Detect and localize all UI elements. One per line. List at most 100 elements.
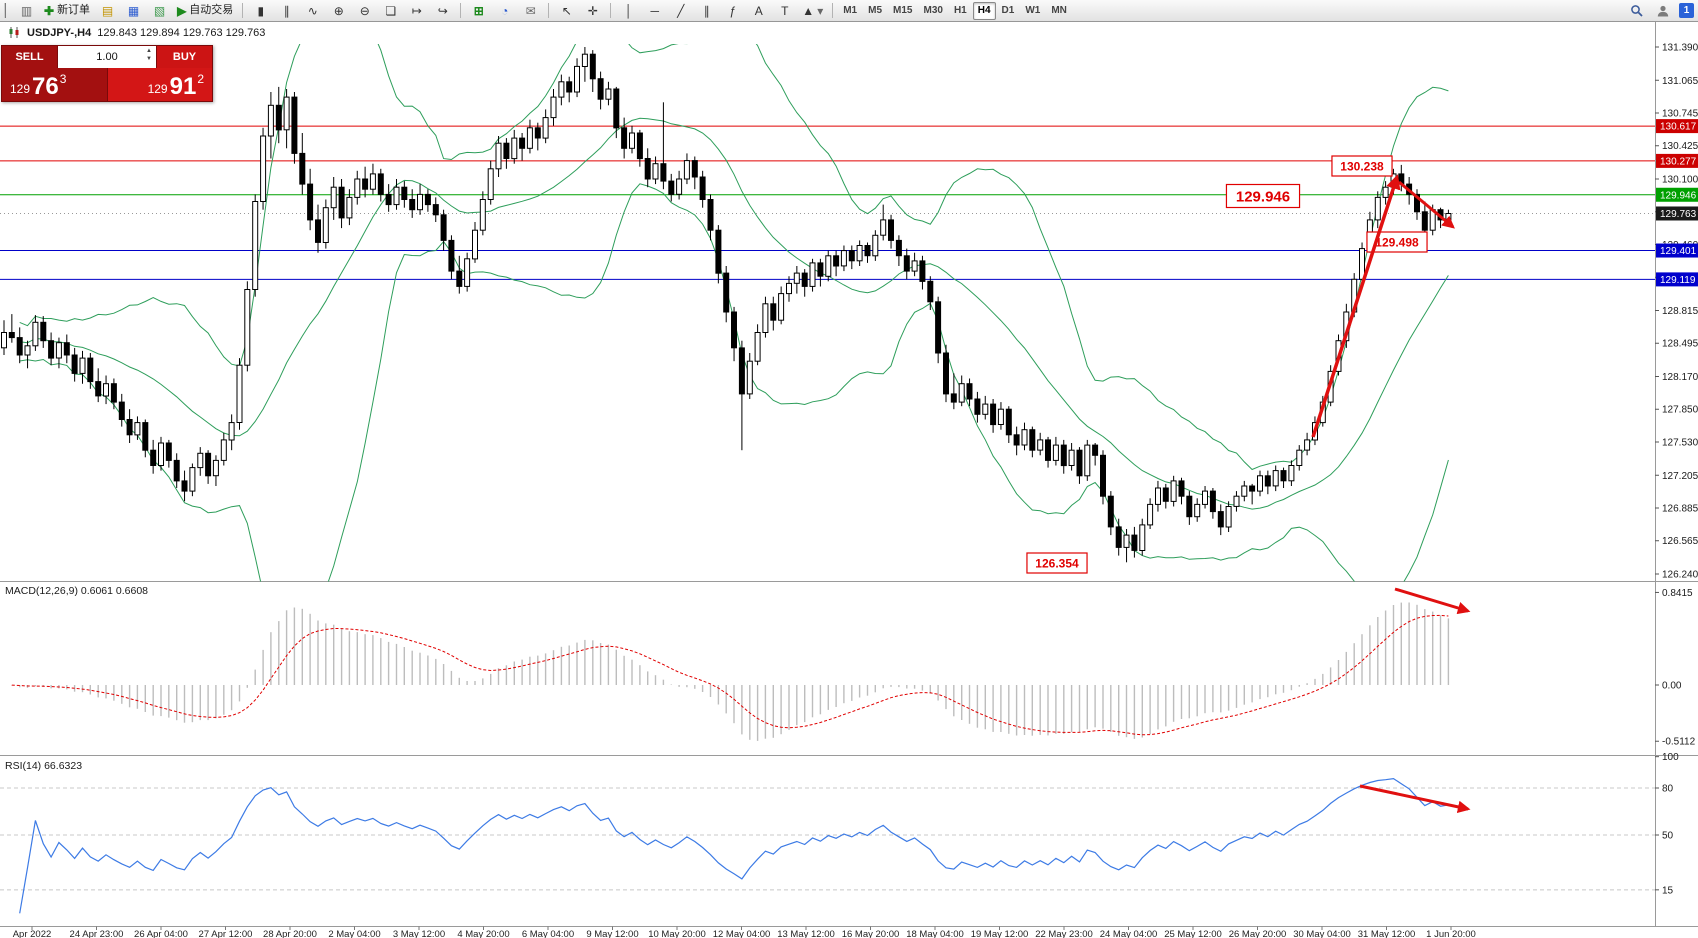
svg-text:130.100: 130.100 [1662, 175, 1698, 186]
chart-annotation[interactable]: 129.946 [1225, 183, 1301, 209]
svg-text:130.425: 130.425 [1662, 141, 1698, 152]
tile-windows-icon[interactable]: ❏ [385, 3, 397, 18]
candles-chart-icon[interactable]: ▮ [257, 3, 265, 18]
timeframe-buttons: M1 M5 M15 M30 H1 H4 D1 W1 MN [838, 1, 1072, 20]
notification-badge[interactable]: 1 [1679, 3, 1694, 18]
toolbar-separator [460, 3, 462, 18]
zoom-in-icon[interactable]: ⊕ [333, 3, 344, 18]
sell-button[interactable]: SELL [2, 46, 58, 68]
vertical-line-icon[interactable]: │ [625, 3, 633, 18]
price-axis[interactable]: 131.390 131.065 130.745 130.425 130.100 129.7… [1655, 43, 1698, 897]
periods-icon[interactable]: ◔ [501, 3, 509, 18]
cursor-icon[interactable]: ↖ [561, 3, 572, 18]
svg-text:126.565: 126.565 [1662, 536, 1698, 547]
volume-input[interactable] [70, 50, 144, 64]
shapes-dropdown[interactable]: ▲ ▾ [798, 1, 827, 21]
data-window-icon[interactable]: ▦ [127, 3, 140, 18]
svg-text:129.946: 129.946 [1236, 188, 1290, 205]
svg-text:18 May 04:00: 18 May 04:00 [906, 929, 964, 938]
timeframe-m30[interactable]: M30 [923, 5, 943, 16]
timeframe-m15[interactable]: M15 [893, 5, 913, 16]
line-chart-icon[interactable]: ∿ [307, 3, 318, 18]
volume-increase-button[interactable]: ▲ [146, 48, 152, 54]
buy-price-button[interactable]: 129 91 2 [107, 68, 212, 101]
svg-text:4 May 20:00: 4 May 20:00 [457, 929, 509, 938]
svg-text:126.354: 126.354 [1035, 556, 1079, 570]
svg-text:31 May 12:00: 31 May 12:00 [1358, 929, 1416, 938]
indicators-icon[interactable]: ⊞ [473, 3, 484, 18]
rsi-line [19, 777, 1449, 914]
price-panel[interactable] [0, 7, 1655, 643]
svg-text:22 May 23:00: 22 May 23:00 [1035, 929, 1093, 938]
new-order-button[interactable]: ✚ 新订单 [40, 1, 94, 21]
timeframe-m5[interactable]: M5 [868, 5, 883, 16]
bars-chart-icon[interactable]: ∥ [283, 3, 290, 18]
sell-price-button[interactable]: 129 76 3 [2, 68, 108, 101]
time-axis[interactable]: Apr 2022 24 Apr 23:00 26 Apr 04:00 27 Apr 1… [13, 926, 1476, 938]
search-icon[interactable] [1624, 1, 1649, 21]
toolbar-separator [832, 3, 834, 18]
rsi-panel[interactable] [0, 777, 1655, 914]
templates-icon[interactable]: ✉ [525, 3, 536, 18]
crosshair-icon[interactable]: ✛ [587, 3, 598, 18]
svg-text:6 May 04:00: 6 May 04:00 [522, 929, 574, 938]
horizontal-line-icon[interactable]: ─ [650, 3, 660, 18]
svg-text:12 May 04:00: 12 May 04:00 [713, 929, 771, 938]
symbol-chart-icon [9, 27, 19, 38]
svg-text:127.205: 127.205 [1662, 471, 1698, 482]
chart-annotation[interactable]: 130.238 [1331, 155, 1393, 177]
svg-text:130.745: 130.745 [1662, 109, 1698, 120]
timeframe-d1[interactable]: D1 [1001, 5, 1015, 16]
sell-price-big: 76 [32, 73, 59, 101]
timeframe-h1[interactable]: H1 [953, 5, 967, 16]
svg-text:129.763: 129.763 [1660, 209, 1697, 220]
timeframe-mn[interactable]: MN [1051, 5, 1067, 16]
svg-text:130.238: 130.238 [1340, 159, 1384, 173]
svg-text:10 May 20:00: 10 May 20:00 [648, 929, 706, 938]
macd-label: MACD(12,26,9) 0.6061 0.6608 [5, 585, 148, 597]
svg-text:24 May 04:00: 24 May 04:00 [1100, 929, 1158, 938]
zoom-out-icon[interactable]: ⊖ [359, 3, 370, 18]
timeframe-m1[interactable]: M1 [843, 5, 858, 16]
autotrading-button[interactable]: ▶ 自动交易 [173, 1, 237, 21]
chart-shift-icon[interactable]: ↪ [437, 3, 448, 18]
timeframe-w1[interactable]: W1 [1025, 5, 1041, 16]
trend-arrow[interactable] [1311, 174, 1401, 438]
trend-arrow[interactable] [1394, 587, 1471, 615]
trendline-icon[interactable]: ╱ [677, 3, 685, 18]
text-tool-button[interactable]: A [754, 3, 763, 18]
svg-text:131.390: 131.390 [1662, 43, 1698, 54]
trend-arrow[interactable] [1398, 180, 1455, 229]
chart-annotation[interactable]: 126.354 [1026, 552, 1088, 574]
chart-ohlc: 129.843 129.894 129.763 129.763 [97, 26, 266, 39]
svg-text:129.119: 129.119 [1660, 275, 1696, 286]
svg-text:16 May 20:00: 16 May 20:00 [842, 929, 900, 938]
macd-panel[interactable] [4, 602, 1450, 741]
shapes-icon: ▲ [802, 3, 815, 18]
channel-icon[interactable]: ∥ [703, 3, 710, 18]
timeframe-h4[interactable]: H4 [972, 1, 996, 20]
macd-signal-line [11, 614, 1449, 736]
svg-text:Apr 2022: Apr 2022 [13, 929, 52, 938]
navigator-icon[interactable]: ▧ [153, 3, 166, 18]
svg-text:50: 50 [1662, 831, 1674, 842]
chart-annotation[interactable]: 129.498 [1366, 231, 1428, 253]
buy-price-small: 129 [147, 82, 168, 96]
svg-text:1 Jun 20:00: 1 Jun 20:00 [1426, 929, 1476, 938]
buy-price-big: 91 [169, 73, 197, 101]
user-icon[interactable] [1650, 1, 1675, 21]
svg-text:28 Apr 20:00: 28 Apr 20:00 [263, 929, 317, 938]
bollinger-band [19, 183, 1449, 582]
buy-button[interactable]: BUY [156, 46, 212, 68]
volume-decrease-button[interactable]: ▼ [146, 56, 152, 62]
svg-text:19 May 12:00: 19 May 12:00 [971, 929, 1029, 938]
label-tool-button[interactable]: T [781, 3, 789, 18]
chart-window-icon[interactable]: ▥ [20, 3, 33, 18]
svg-text:0.00: 0.00 [1662, 681, 1682, 692]
one-click-trading-widget: SELL ▲ ▼ BUY 129 76 3 129 91 2 [1, 45, 213, 102]
market-watch-icon[interactable]: ▤ [101, 3, 114, 18]
fibonacci-icon[interactable]: ƒ [729, 3, 737, 18]
trend-arrow[interactable] [1359, 784, 1471, 814]
auto-scroll-icon[interactable]: ↦ [411, 3, 422, 18]
